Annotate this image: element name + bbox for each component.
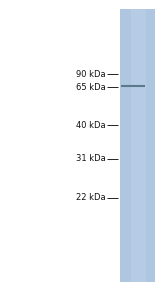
Text: 31 kDa: 31 kDa <box>76 154 106 163</box>
Bar <box>120 9 155 282</box>
Text: 22 kDa: 22 kDa <box>76 194 106 202</box>
Bar <box>131 9 146 282</box>
Text: 90 kDa: 90 kDa <box>76 70 106 79</box>
Text: 65 kDa: 65 kDa <box>76 83 106 92</box>
Text: 40 kDa: 40 kDa <box>76 121 106 129</box>
